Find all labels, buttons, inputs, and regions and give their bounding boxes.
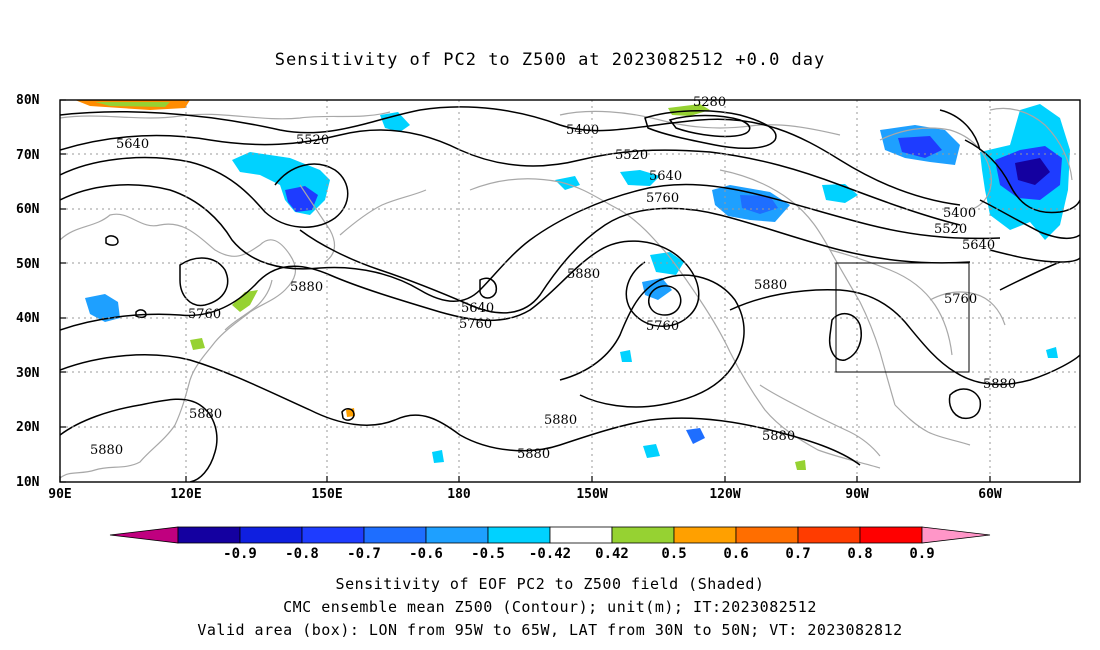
shade-blue-kamchatka-core bbox=[285, 186, 318, 212]
contour-label: 5640 bbox=[461, 301, 494, 316]
contour-label: 5760 bbox=[646, 191, 679, 206]
colorbar-swatch bbox=[735, 526, 799, 544]
shade-green-japan bbox=[190, 338, 205, 350]
contour-label: 5760 bbox=[646, 319, 679, 334]
shade-blue-misc4 bbox=[555, 176, 580, 190]
shade-blue-northpac bbox=[380, 112, 410, 132]
shade-blue-misc1 bbox=[620, 350, 632, 362]
lon-label: 120E bbox=[170, 487, 201, 502]
contour-label: 5880 bbox=[290, 280, 323, 295]
lon-label: 180 bbox=[447, 487, 471, 502]
shade-blue-hudson bbox=[822, 184, 858, 203]
colorbar-tick-label: -0.8 bbox=[285, 546, 319, 562]
shade-blue-china bbox=[85, 294, 120, 322]
lon-label: 150W bbox=[576, 487, 607, 502]
contour-label: 5520 bbox=[296, 133, 329, 148]
colorbar-swatch bbox=[301, 526, 365, 544]
contour-label: 5880 bbox=[517, 447, 550, 462]
lat-label: 70N bbox=[16, 148, 40, 163]
colorbar-tick-label: 0.9 bbox=[909, 546, 934, 562]
plot-frame bbox=[59, 99, 1081, 483]
colorbar-tick-label: -0.7 bbox=[347, 546, 381, 562]
coastlines bbox=[60, 107, 1073, 479]
contour-label: 5520 bbox=[934, 222, 967, 237]
colorbar-tick-label: -0.6 bbox=[409, 546, 443, 562]
contour-label: 5880 bbox=[90, 443, 123, 458]
contour-label: 5880 bbox=[567, 267, 600, 282]
footer-line-2: CMC ensemble mean Z500 (Contour); unit(m… bbox=[283, 598, 817, 616]
colorbar-arrow-high bbox=[921, 526, 991, 544]
contour-label: 5640 bbox=[962, 238, 995, 253]
colorbar-tick-label: 0.6 bbox=[723, 546, 748, 562]
colorbar-tick-label: -0.42 bbox=[529, 546, 571, 562]
colorbar-swatch bbox=[363, 526, 427, 544]
contour-label: 5880 bbox=[762, 429, 795, 444]
colorbar-tick-label: 0.7 bbox=[785, 546, 810, 562]
contour-labels: 5280 5400 5520 5640 5760 5880 5400 5520 … bbox=[90, 95, 1016, 462]
contour-label: 5760 bbox=[459, 317, 492, 332]
shade-blue-subtrop bbox=[643, 444, 660, 458]
valid-area-box bbox=[835, 262, 970, 373]
footer-line-3: Valid area (box): LON from 95W to 65W, L… bbox=[197, 621, 903, 639]
lon-label: 90E bbox=[48, 487, 71, 502]
contour-label: 5640 bbox=[116, 137, 149, 152]
shade-blue-misc2 bbox=[432, 450, 444, 463]
footer-line-1: Sensitivity of EOF PC2 to Z500 field (Sh… bbox=[335, 575, 765, 593]
lat-label: 30N bbox=[16, 366, 40, 381]
colorbar-tick-label: 0.42 bbox=[595, 546, 629, 562]
contour-label: 5280 bbox=[693, 95, 726, 110]
shade-green-kamchatka bbox=[232, 290, 258, 312]
colorbar-swatch bbox=[611, 526, 675, 544]
lat-lon-grid bbox=[60, 100, 1080, 482]
colorbar-tick-label: 0.5 bbox=[661, 546, 686, 562]
lat-label: 60N bbox=[16, 202, 40, 217]
colorbar: -0.9 -0.8 -0.7 -0.6 -0.5 -0.42 0.42 0.5 0.6 0.7 0.… bbox=[109, 526, 991, 562]
chart-title: Sensitivity of PC2 to Z500 at 2023082512… bbox=[274, 50, 826, 70]
lon-label: 90W bbox=[845, 487, 869, 502]
shade-blue-misc3 bbox=[1046, 347, 1058, 358]
shade-blue-alaska bbox=[620, 170, 660, 186]
shade-green-north bbox=[95, 102, 170, 107]
colorbar-swatch bbox=[859, 526, 923, 544]
shade-blue-atlantic-center bbox=[1015, 158, 1050, 185]
contour-label: 5880 bbox=[983, 377, 1016, 392]
colorbar-swatch bbox=[425, 526, 489, 544]
contour-label: 5880 bbox=[754, 278, 787, 293]
contour-label: 5400 bbox=[943, 206, 976, 221]
colorbar-swatch bbox=[673, 526, 737, 544]
axis-ticks bbox=[59, 99, 991, 483]
lat-label: 40N bbox=[16, 311, 40, 326]
shaded-sensitivity bbox=[75, 100, 1070, 470]
lon-label: 60W bbox=[978, 487, 1002, 502]
lat-label: 20N bbox=[16, 420, 40, 435]
shade-blue-hawaii bbox=[686, 428, 705, 444]
colorbar-swatch bbox=[549, 526, 613, 544]
colorbar-tick-label: -0.5 bbox=[471, 546, 505, 562]
contour-label: 5760 bbox=[944, 292, 977, 307]
colorbar-swatch bbox=[487, 526, 551, 544]
shade-green-pac bbox=[795, 460, 806, 470]
colorbar-swatch bbox=[177, 526, 241, 544]
contour-label: 5760 bbox=[188, 307, 221, 322]
colorbar-swatch bbox=[239, 526, 303, 544]
lon-label: 120W bbox=[709, 487, 740, 502]
colorbar-tick-label: 0.8 bbox=[847, 546, 872, 562]
lat-label: 50N bbox=[16, 257, 40, 272]
contour-label: 5520 bbox=[615, 148, 648, 163]
colorbar-arrow-low bbox=[109, 526, 179, 544]
contour-label: 5880 bbox=[189, 407, 222, 422]
contour-label: 5400 bbox=[566, 123, 599, 138]
lat-label: 80N bbox=[16, 93, 40, 108]
lat-label: 10N bbox=[16, 475, 40, 490]
contour-label: 5640 bbox=[649, 169, 682, 184]
colorbar-tick-label: -0.9 bbox=[223, 546, 257, 562]
contour-label: 5880 bbox=[544, 413, 577, 428]
lon-label: 150E bbox=[311, 487, 342, 502]
z500-contours bbox=[60, 106, 1080, 482]
shade-blue-greenland-core bbox=[898, 136, 942, 158]
colorbar-swatch bbox=[797, 526, 861, 544]
shade-green-arctic bbox=[668, 104, 710, 116]
shade-blue-kamchatka bbox=[232, 152, 330, 215]
